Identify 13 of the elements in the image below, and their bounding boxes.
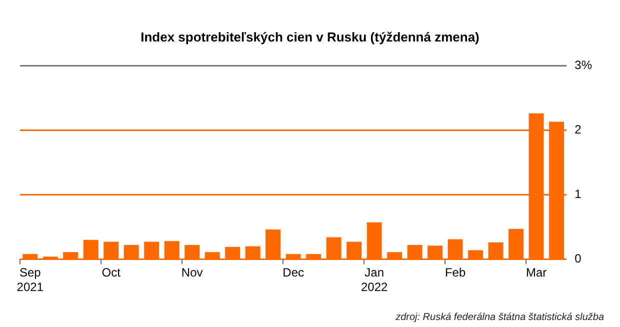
- x-tick-label: Dec: [282, 266, 304, 280]
- x-tick-label: Jan 2022: [360, 266, 388, 294]
- x-tick-label: Nov: [181, 266, 203, 280]
- y-tick-label: 0: [574, 252, 582, 266]
- x-tick-label: Sep 2021: [16, 266, 44, 294]
- x-tick-label: Feb: [444, 266, 466, 280]
- x-tick-label: Mar: [526, 266, 547, 280]
- x-tick-label: Oct: [102, 266, 122, 280]
- chart-title: Index spotrebiteľských cien v Rusku (týždenná zmena): [140, 29, 480, 44]
- y-tick-label: 2: [574, 122, 582, 136]
- y-tick-label: 1: [574, 186, 582, 201]
- y-tick-label: 3%: [574, 58, 592, 72]
- text: zdroj: Ruská federálna štátna štatistická služba: [396, 312, 604, 323]
